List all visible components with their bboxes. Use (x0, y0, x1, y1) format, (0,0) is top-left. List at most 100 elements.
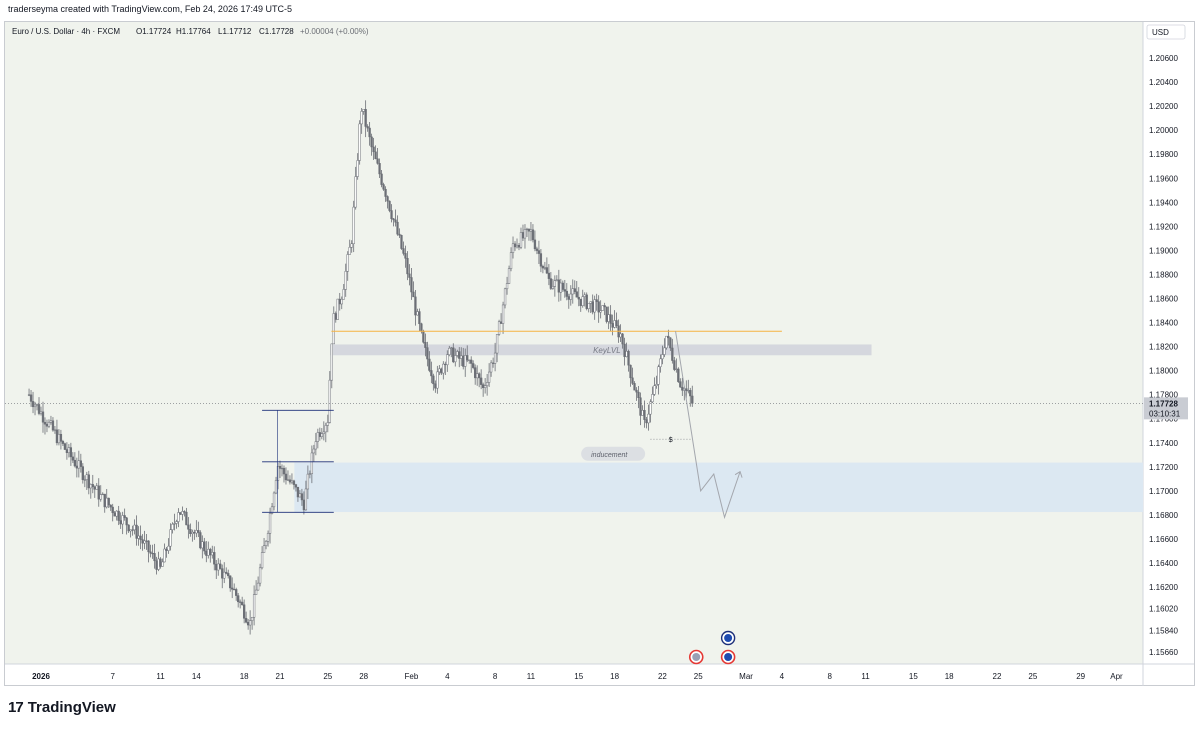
candle-body (480, 377, 483, 385)
candle-body (352, 206, 355, 244)
key-level-zone[interactable] (330, 344, 872, 356)
candle-body (501, 304, 505, 324)
candle-body (517, 245, 521, 248)
candle-body (163, 548, 166, 563)
tradingview-logo-icon: 17 (8, 699, 24, 716)
legend-high: H1.17764 (176, 27, 211, 36)
candle-body (286, 479, 290, 481)
candle-body (65, 449, 69, 453)
price-tick-label: 1.18400 (1149, 319, 1178, 328)
candle-body (466, 355, 469, 361)
candle-body (575, 291, 578, 298)
price-tick-label: 1.20200 (1149, 102, 1178, 111)
candle-body (657, 366, 660, 385)
price-axis-background (1143, 22, 1194, 664)
candle-body (555, 279, 558, 281)
candle-body (523, 229, 527, 239)
candle-body (39, 411, 43, 414)
us-flag-inner-icon (692, 653, 701, 661)
candle-body (609, 314, 612, 324)
candle-body (472, 363, 475, 368)
time-tick-label: 15 (574, 672, 583, 681)
price-tick-label: 1.16200 (1149, 583, 1178, 592)
candle-body (593, 299, 596, 313)
candle-body (63, 443, 67, 450)
legend-change: +0.00004 (+0.00%) (300, 27, 369, 36)
candle-body (585, 294, 588, 309)
dollar-mark: $ (669, 437, 673, 444)
candle-body (195, 530, 198, 534)
candle-body (229, 575, 232, 589)
candle-body (171, 523, 174, 530)
candle-body (27, 394, 31, 396)
candle-body (468, 359, 471, 361)
candle-body (125, 517, 128, 526)
candle-body (631, 377, 634, 384)
candle-body (270, 506, 274, 514)
candle-body (83, 479, 86, 481)
candle-body (460, 355, 463, 359)
candle-body (591, 301, 594, 313)
candle-body (336, 298, 339, 320)
candle-body (45, 423, 49, 427)
candle-body (505, 283, 509, 290)
candle-body (368, 127, 371, 138)
candle-body (183, 511, 186, 513)
price-tick-label: 1.16800 (1149, 511, 1178, 520)
price-tick-label: 1.18000 (1149, 367, 1178, 376)
candle-body (97, 485, 100, 500)
candle-body (398, 233, 401, 236)
candle-body (59, 433, 63, 442)
candle-body (219, 563, 222, 569)
candle-body (215, 563, 218, 571)
candle-body (535, 248, 539, 251)
time-tick-label: 4 (445, 672, 450, 681)
currency-box[interactable] (1146, 24, 1186, 40)
candle-body (41, 411, 45, 423)
price-tick-label: 1.17800 (1149, 391, 1178, 400)
time-tick-label: 14 (192, 672, 201, 681)
time-axis[interactable]: 2026 7 11 14 18 21 25 28 Feb 4 8 11 15 18 22 25 Mar 4 8 11 1… (32, 672, 1123, 681)
candle-body (356, 160, 359, 177)
candle-body (547, 272, 551, 279)
candle-body (101, 493, 104, 496)
price-axis[interactable]: 1.20600 1.20400 1.20200 1.20000 1.19800 1.196… (1144, 54, 1188, 657)
candle-body (420, 323, 423, 332)
time-tick-label: 22 (658, 672, 667, 681)
candle-body (436, 371, 439, 389)
candle-body (31, 401, 35, 408)
candle-body (637, 391, 640, 398)
candle-body (607, 314, 610, 322)
candle-body (621, 333, 624, 345)
candle-body (476, 373, 479, 379)
candle-body (569, 293, 572, 300)
candle-body (95, 485, 98, 490)
candle-body (258, 567, 262, 584)
time-tick-label: 29 (1076, 672, 1085, 681)
candle-body (531, 229, 535, 241)
candle-body (187, 524, 190, 530)
candle-body (155, 560, 158, 570)
candle-body (131, 529, 134, 531)
candle-body (366, 126, 369, 129)
candle-body (262, 545, 266, 553)
candle-body (141, 539, 144, 544)
projection-path[interactable] (675, 331, 741, 520)
candle-body (69, 447, 73, 458)
last-price-badge[interactable] (1144, 397, 1188, 420)
candle-body (342, 289, 345, 300)
candle-body (244, 618, 248, 623)
candle-body (304, 488, 308, 511)
candle-body (239, 601, 242, 603)
inducement-bubble[interactable] (581, 446, 646, 461)
candle-body (565, 290, 568, 297)
candle-body (489, 362, 493, 373)
tradingview-logo[interactable]: 17 TradingView (8, 699, 116, 716)
candle-body (225, 571, 228, 574)
candle-body (645, 419, 648, 424)
candle-body (619, 333, 622, 338)
time-tick-label: 8 (493, 672, 498, 681)
time-tick-label: 18 (610, 672, 619, 681)
demand-zone[interactable] (294, 462, 1144, 513)
